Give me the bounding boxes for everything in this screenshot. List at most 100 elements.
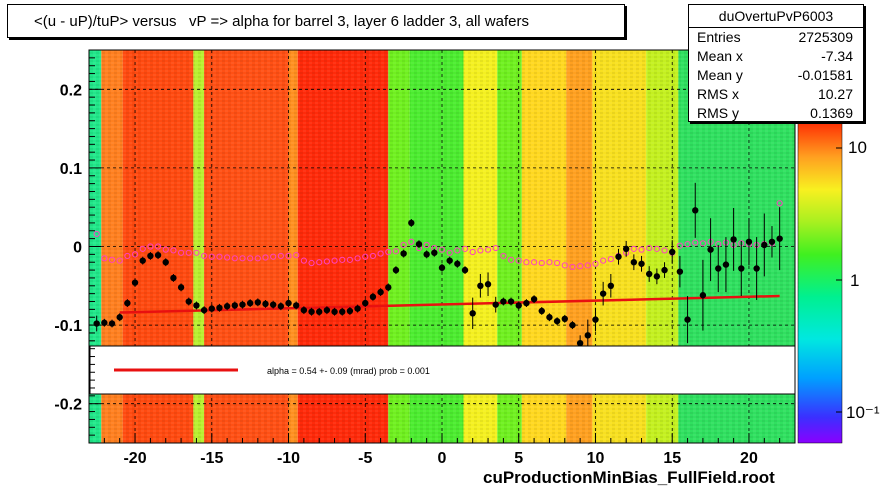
mean-point: [408, 219, 415, 227]
stats-value: -0.01581: [797, 67, 853, 83]
mean-point: [154, 251, 162, 259]
chart-title: <(u - uP)/tuP> versus vP => alpha for ba…: [7, 4, 625, 38]
mode-point: [584, 262, 591, 269]
mode-point: [247, 255, 254, 262]
mean-point: [239, 301, 246, 308]
mean-point: [339, 308, 346, 315]
y-tick-label: 0.2: [60, 82, 82, 99]
mean-point: [269, 301, 277, 308]
mode-point: [461, 245, 469, 252]
mode-point: [661, 247, 668, 254]
legend-fit-text: alpha = 0.54 +- 0.09 (mrad) prob = 0.001: [267, 366, 430, 376]
mode-point: [500, 252, 507, 260]
mode-point: [323, 258, 330, 265]
mean-point: [523, 299, 530, 307]
mean-series: [93, 182, 783, 352]
mode-point: [385, 248, 392, 256]
mode-point: [208, 253, 215, 260]
mode-point: [408, 238, 415, 245]
stats-row-mean-y: Mean y -0.01581: [689, 66, 863, 85]
stats-row-rms-x: RMS x 10.27: [689, 85, 863, 104]
mode-point: [239, 255, 246, 262]
mean-point: [530, 295, 538, 303]
mode-point: [131, 251, 139, 258]
x-tick-label: 10: [587, 450, 605, 467]
mean-point: [223, 303, 231, 310]
mode-point: [316, 259, 323, 266]
mode-point: [554, 259, 561, 267]
mode-point: [170, 247, 177, 254]
colorbar-label-0.1: 10⁻¹: [846, 403, 880, 422]
mode-point: [216, 253, 223, 260]
x-tick-label: -10: [277, 450, 300, 467]
mean-point: [615, 253, 622, 260]
mean-point: [139, 257, 146, 264]
mode-point: [116, 257, 123, 264]
mean-point: [638, 260, 645, 267]
stats-row-rms-y: RMS y 0.1369: [689, 104, 863, 123]
x-tick-label: 0: [438, 450, 447, 467]
x-tick-label: -20: [123, 450, 146, 467]
mode-point: [139, 245, 146, 252]
mode-point: [154, 243, 162, 250]
mean-point: [761, 241, 768, 249]
mode-point: [346, 256, 354, 263]
mean-point: [262, 300, 269, 308]
mean-point: [768, 238, 776, 245]
mode-point: [523, 259, 530, 266]
mean-point: [170, 274, 177, 282]
stats-title: duOvertuPvP6003: [689, 5, 863, 28]
mean-point: [377, 288, 384, 296]
mode-point: [392, 248, 400, 255]
mode-point: [254, 255, 261, 262]
mean-point: [208, 305, 215, 312]
mode-point: [362, 253, 369, 260]
mean-point: [93, 320, 100, 327]
mean-point: [438, 264, 446, 271]
mean-point: [692, 207, 699, 214]
mean-point: [147, 252, 154, 260]
mode-point: [484, 246, 492, 253]
mean-point: [669, 248, 676, 256]
mode-point: [692, 239, 699, 246]
mean-point: [645, 270, 653, 278]
stats-box: duOvertuPvP6003 Entries 2725309 Mean x -…: [688, 4, 864, 122]
legend-box: alpha = 0.54 +- 0.09 (mrad) prob = 0.001: [89, 345, 796, 395]
mode-point: [630, 245, 637, 252]
mode-point: [162, 246, 169, 253]
mode-point: [776, 200, 783, 207]
mean-point: [200, 306, 208, 314]
colorbar: 10 1 10⁻¹: [797, 117, 880, 444]
mode-point: [469, 248, 476, 256]
mode-point: [646, 244, 653, 252]
mean-point: [446, 257, 453, 264]
stats-value: 0.1369: [810, 105, 853, 121]
mode-point: [600, 257, 607, 264]
mode-point: [507, 256, 515, 263]
y-tick-label: -0.2: [54, 397, 82, 414]
mean-point: [477, 282, 484, 289]
colorbar-tick-10: 10: [836, 138, 867, 157]
mean-point: [185, 298, 192, 305]
stats-value: 2725309: [798, 29, 853, 45]
mean-point: [492, 301, 499, 308]
colorbar-tick-0.1: 10⁻¹: [836, 403, 880, 422]
mean-point: [254, 299, 262, 306]
mode-point: [438, 246, 446, 253]
mean-point: [715, 265, 722, 272]
y-tick-label: -0.1: [54, 318, 82, 335]
mean-point: [177, 284, 185, 291]
mean-point: [392, 266, 400, 274]
x-tick-label: 20: [740, 450, 758, 467]
stats-label: Entries: [697, 29, 741, 45]
fit-line-group: [119, 294, 780, 314]
mode-point: [108, 256, 116, 263]
mean-point: [584, 332, 592, 339]
mean-point: [500, 298, 507, 305]
mean-point: [308, 308, 315, 315]
mean-point: [316, 308, 323, 315]
mean-point: [193, 302, 200, 309]
mean-point: [216, 304, 223, 312]
mode-point: [331, 257, 338, 264]
colorbar-label-10: 10: [848, 138, 867, 157]
